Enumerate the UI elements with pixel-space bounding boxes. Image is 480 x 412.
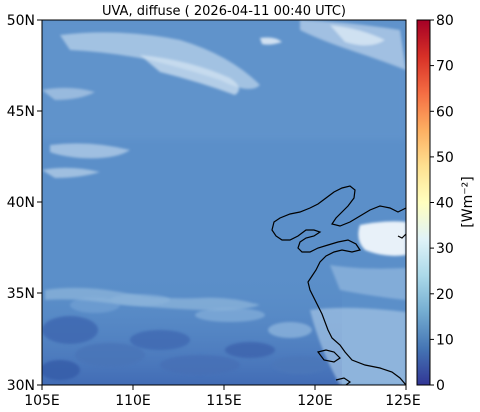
lat-tick-label: 30N (7, 378, 35, 394)
colorbar-tick-label: 80 (436, 13, 454, 29)
colorbar-tick-label: 60 (436, 104, 454, 120)
colorbar-tick-label: 30 (436, 241, 454, 257)
lon-tick-label: 120E (297, 393, 333, 409)
lon-tick-label: 110E (115, 393, 151, 409)
lat-tick-label: 50N (7, 13, 35, 29)
colorbar-tick-label: 70 (436, 59, 454, 75)
lon-tick-label: 125E (385, 393, 421, 409)
colorbar: 80 70 60 50 40 30 20 10 0 [Wm⁻²] (416, 13, 476, 394)
lon-tick-label: 105E (24, 393, 60, 409)
cloud-bands (42, 20, 406, 385)
coastline (271, 185, 406, 385)
colorbar-tick-label: 10 (436, 332, 454, 348)
colorbar-tick-label: 40 (436, 196, 454, 212)
colorbar-unit-label: [Wm⁻²] (460, 176, 476, 227)
colorbar-tick-label: 50 (436, 150, 454, 166)
colorbar-bar (416, 19, 431, 386)
lat-tick-label: 35N (7, 286, 35, 302)
lon-ticks: 105E 110E 115E 120E 125E (24, 385, 421, 409)
map-area (42, 20, 406, 385)
cloud-bright-east (358, 221, 406, 256)
lat-tick-label: 40N (7, 195, 35, 211)
colorbar-tick-label: 20 (436, 287, 454, 303)
lat-ticks: 50N 45N 40N 35N 30N (7, 13, 42, 394)
map-title: UVA, diffuse ( 2026-04-11 00:40 UTC) (102, 4, 346, 19)
colorbar-tick-label: 0 (436, 378, 445, 394)
lat-tick-label: 45N (7, 104, 35, 120)
lon-tick-label: 115E (206, 393, 242, 409)
